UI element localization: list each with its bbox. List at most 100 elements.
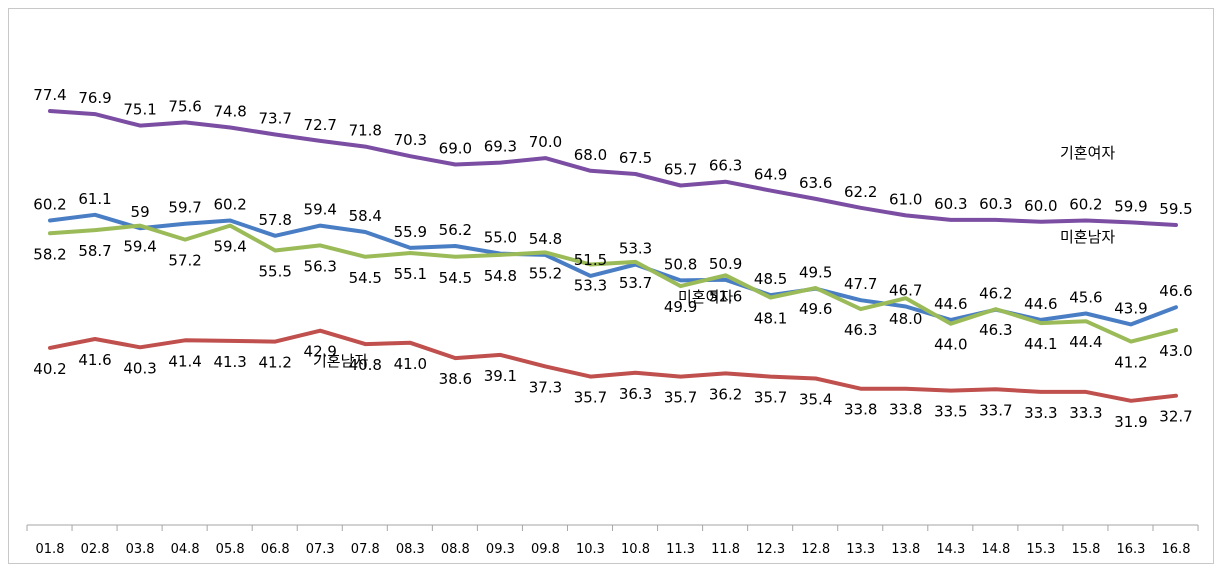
- x-tick-label: 15.8: [1071, 542, 1100, 557]
- data-label: 60.2: [1069, 196, 1102, 214]
- data-label: 77.4: [33, 86, 66, 104]
- x-tick-label: 10.3: [576, 542, 605, 557]
- data-label: 40.8: [349, 356, 382, 374]
- series-line-2: [48, 212, 1178, 327]
- data-label: 53.3: [619, 240, 652, 258]
- x-tick-label: 05.8: [216, 542, 245, 557]
- data-label: 53.3: [574, 277, 607, 295]
- data-label: 44.1: [1024, 335, 1057, 353]
- data-label: 56.3: [304, 257, 337, 275]
- data-label: 41.3: [213, 353, 246, 371]
- data-label: 57.2: [168, 252, 201, 270]
- data-label: 43.0: [1159, 342, 1192, 360]
- series-name-label: 미혼여자: [678, 288, 733, 306]
- data-label: 48.0: [889, 310, 922, 328]
- series-lines: [48, 109, 1178, 403]
- x-tick-label: 12.3: [756, 542, 785, 557]
- x-tick-label: 16.3: [1116, 542, 1145, 557]
- data-label: 35.4: [799, 391, 832, 409]
- data-label: 41.6: [78, 351, 111, 369]
- data-label: 58.7: [78, 242, 111, 260]
- data-label: 64.9: [754, 166, 787, 184]
- data-label: 37.3: [529, 378, 562, 396]
- data-label: 75.6: [168, 97, 201, 115]
- data-label: 61.1: [78, 190, 111, 208]
- data-label: 60.0: [1024, 197, 1057, 215]
- data-label: 35.7: [664, 389, 697, 407]
- data-label: 66.3: [709, 157, 742, 175]
- data-label: 44.4: [1069, 333, 1102, 351]
- data-label: 46.7: [889, 282, 922, 300]
- data-label: 59: [131, 203, 150, 221]
- data-label: 36.3: [619, 385, 652, 403]
- data-label: 55.2: [529, 264, 562, 282]
- x-tick-label: 02.8: [81, 542, 110, 557]
- data-label: 69.3: [484, 138, 517, 156]
- data-label: 56.2: [439, 221, 472, 239]
- series-name-label: 미혼남자: [1060, 228, 1115, 246]
- data-label: 73.7: [258, 110, 291, 128]
- data-label: 54.5: [349, 269, 382, 287]
- data-label: 55.9: [394, 223, 427, 241]
- data-label: 32.7: [1159, 408, 1192, 426]
- x-tick-label: 07.8: [351, 542, 380, 557]
- data-label: 67.5: [619, 149, 652, 167]
- series-line-4: [48, 328, 1178, 403]
- data-label: 75.1: [123, 101, 156, 119]
- data-label: 59.4: [304, 201, 337, 219]
- data-label: 38.6: [439, 370, 472, 388]
- data-label: 36.2: [709, 385, 742, 403]
- data-label: 65.7: [664, 161, 697, 179]
- data-label: 50.9: [709, 255, 742, 273]
- data-label: 33.5: [934, 403, 967, 421]
- data-label: 68.0: [574, 146, 607, 164]
- data-label: 41.2: [258, 354, 291, 372]
- x-tick-label: 14.3: [936, 542, 965, 557]
- x-tick-label: 08.8: [441, 542, 470, 557]
- data-label: 40.3: [123, 359, 156, 377]
- series-line-1: [48, 109, 1178, 227]
- data-label: 44.6: [934, 295, 967, 313]
- x-tick-label: 04.8: [171, 542, 200, 557]
- data-label: 61.0: [889, 190, 922, 208]
- series-name-label: 기혼남자: [313, 352, 368, 370]
- data-label: 70.3: [394, 131, 427, 149]
- x-tick-label: 09.3: [486, 542, 515, 557]
- data-label: 55.5: [258, 263, 291, 281]
- data-label: 54.5: [439, 269, 472, 287]
- data-label: 59.7: [168, 199, 201, 217]
- data-label: 63.6: [799, 174, 832, 192]
- data-label: 49.5: [799, 264, 832, 282]
- x-tick-label: 03.8: [126, 542, 155, 557]
- data-label: 55.1: [394, 265, 427, 283]
- data-label: 59.4: [123, 238, 156, 256]
- data-label: 33.8: [889, 401, 922, 419]
- x-tick-label: 11.3: [666, 542, 695, 557]
- data-label: 58.4: [349, 207, 382, 225]
- data-label: 72.7: [304, 116, 337, 134]
- x-tick-label: 13.3: [846, 542, 875, 557]
- x-tick-label: 16.8: [1162, 542, 1191, 557]
- data-label: 48.5: [754, 270, 787, 288]
- data-label: 40.2: [33, 360, 66, 378]
- data-label: 44.6: [1024, 295, 1057, 313]
- data-label: 49.9: [664, 298, 697, 316]
- data-label: 59.4: [213, 238, 246, 256]
- data-label: 60.2: [33, 196, 66, 214]
- data-label: 41.0: [394, 355, 427, 373]
- x-tick-label: 08.3: [396, 542, 425, 557]
- data-label: 54.8: [529, 230, 562, 248]
- data-label: 41.4: [168, 352, 201, 370]
- data-label: 55.0: [484, 229, 517, 247]
- data-label: 31.9: [1114, 413, 1147, 431]
- x-tick-label: 06.8: [261, 542, 290, 557]
- data-label: 53.7: [619, 274, 652, 292]
- data-label: 57.8: [258, 211, 291, 229]
- data-label: 60.2: [213, 196, 246, 214]
- data-label: 50.8: [664, 255, 697, 273]
- data-label: 45.6: [1069, 289, 1102, 307]
- data-label: 35.7: [754, 389, 787, 407]
- x-tick-label: 13.8: [891, 542, 920, 557]
